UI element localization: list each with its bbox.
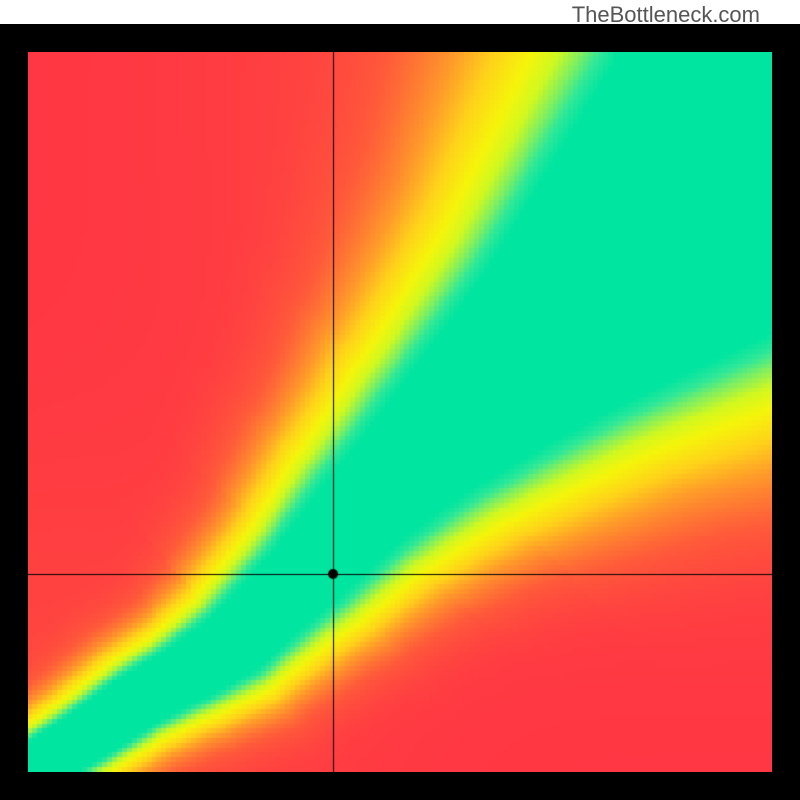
crosshair-overlay [28, 52, 772, 772]
